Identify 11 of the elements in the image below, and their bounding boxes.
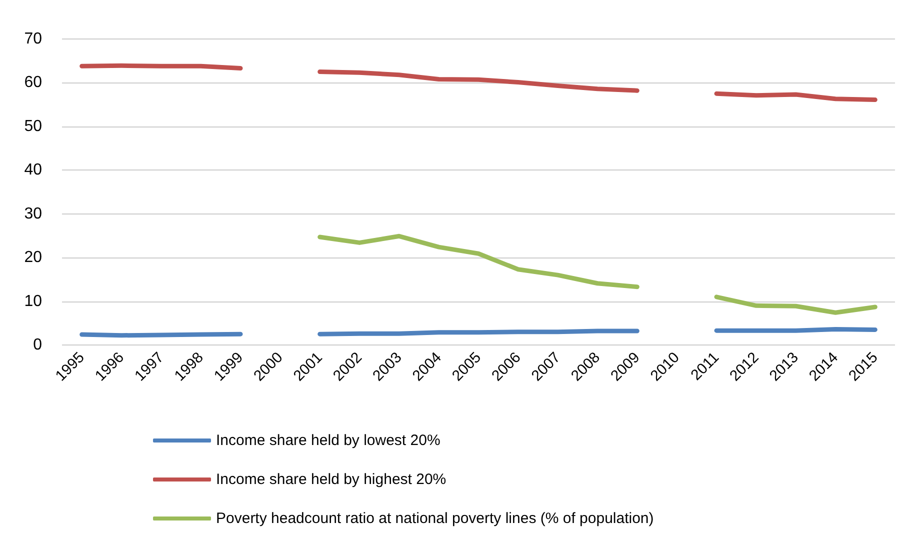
- legend-label: Income share held by highest 20%: [216, 471, 446, 488]
- y-tick-label: 40: [24, 162, 42, 179]
- y-tick-label: 20: [24, 249, 42, 266]
- y-tick-label: 10: [24, 292, 42, 310]
- y-tick-label: 60: [24, 74, 42, 92]
- legend-label: Income share held by lowest 20%: [216, 432, 440, 449]
- legend-label: Poverty headcount ratio at national poverty lines (% of population): [216, 510, 654, 527]
- y-tick-label: 0: [33, 336, 42, 354]
- y-tick-label: 70: [24, 30, 42, 48]
- y-tick-label: 50: [24, 118, 42, 135]
- y-tick-label: 30: [24, 205, 42, 222]
